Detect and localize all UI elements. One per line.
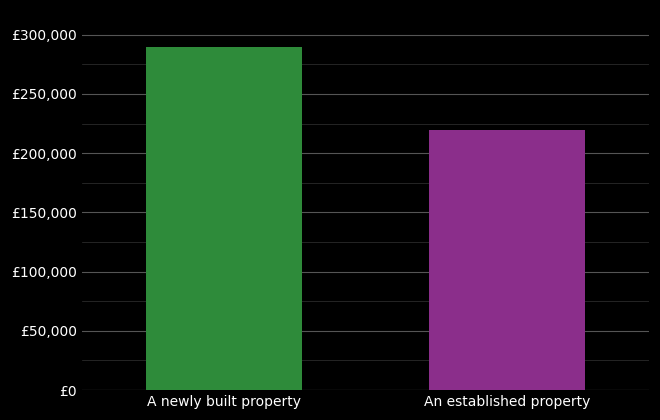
Bar xyxy=(429,129,585,390)
Bar xyxy=(146,47,302,390)
